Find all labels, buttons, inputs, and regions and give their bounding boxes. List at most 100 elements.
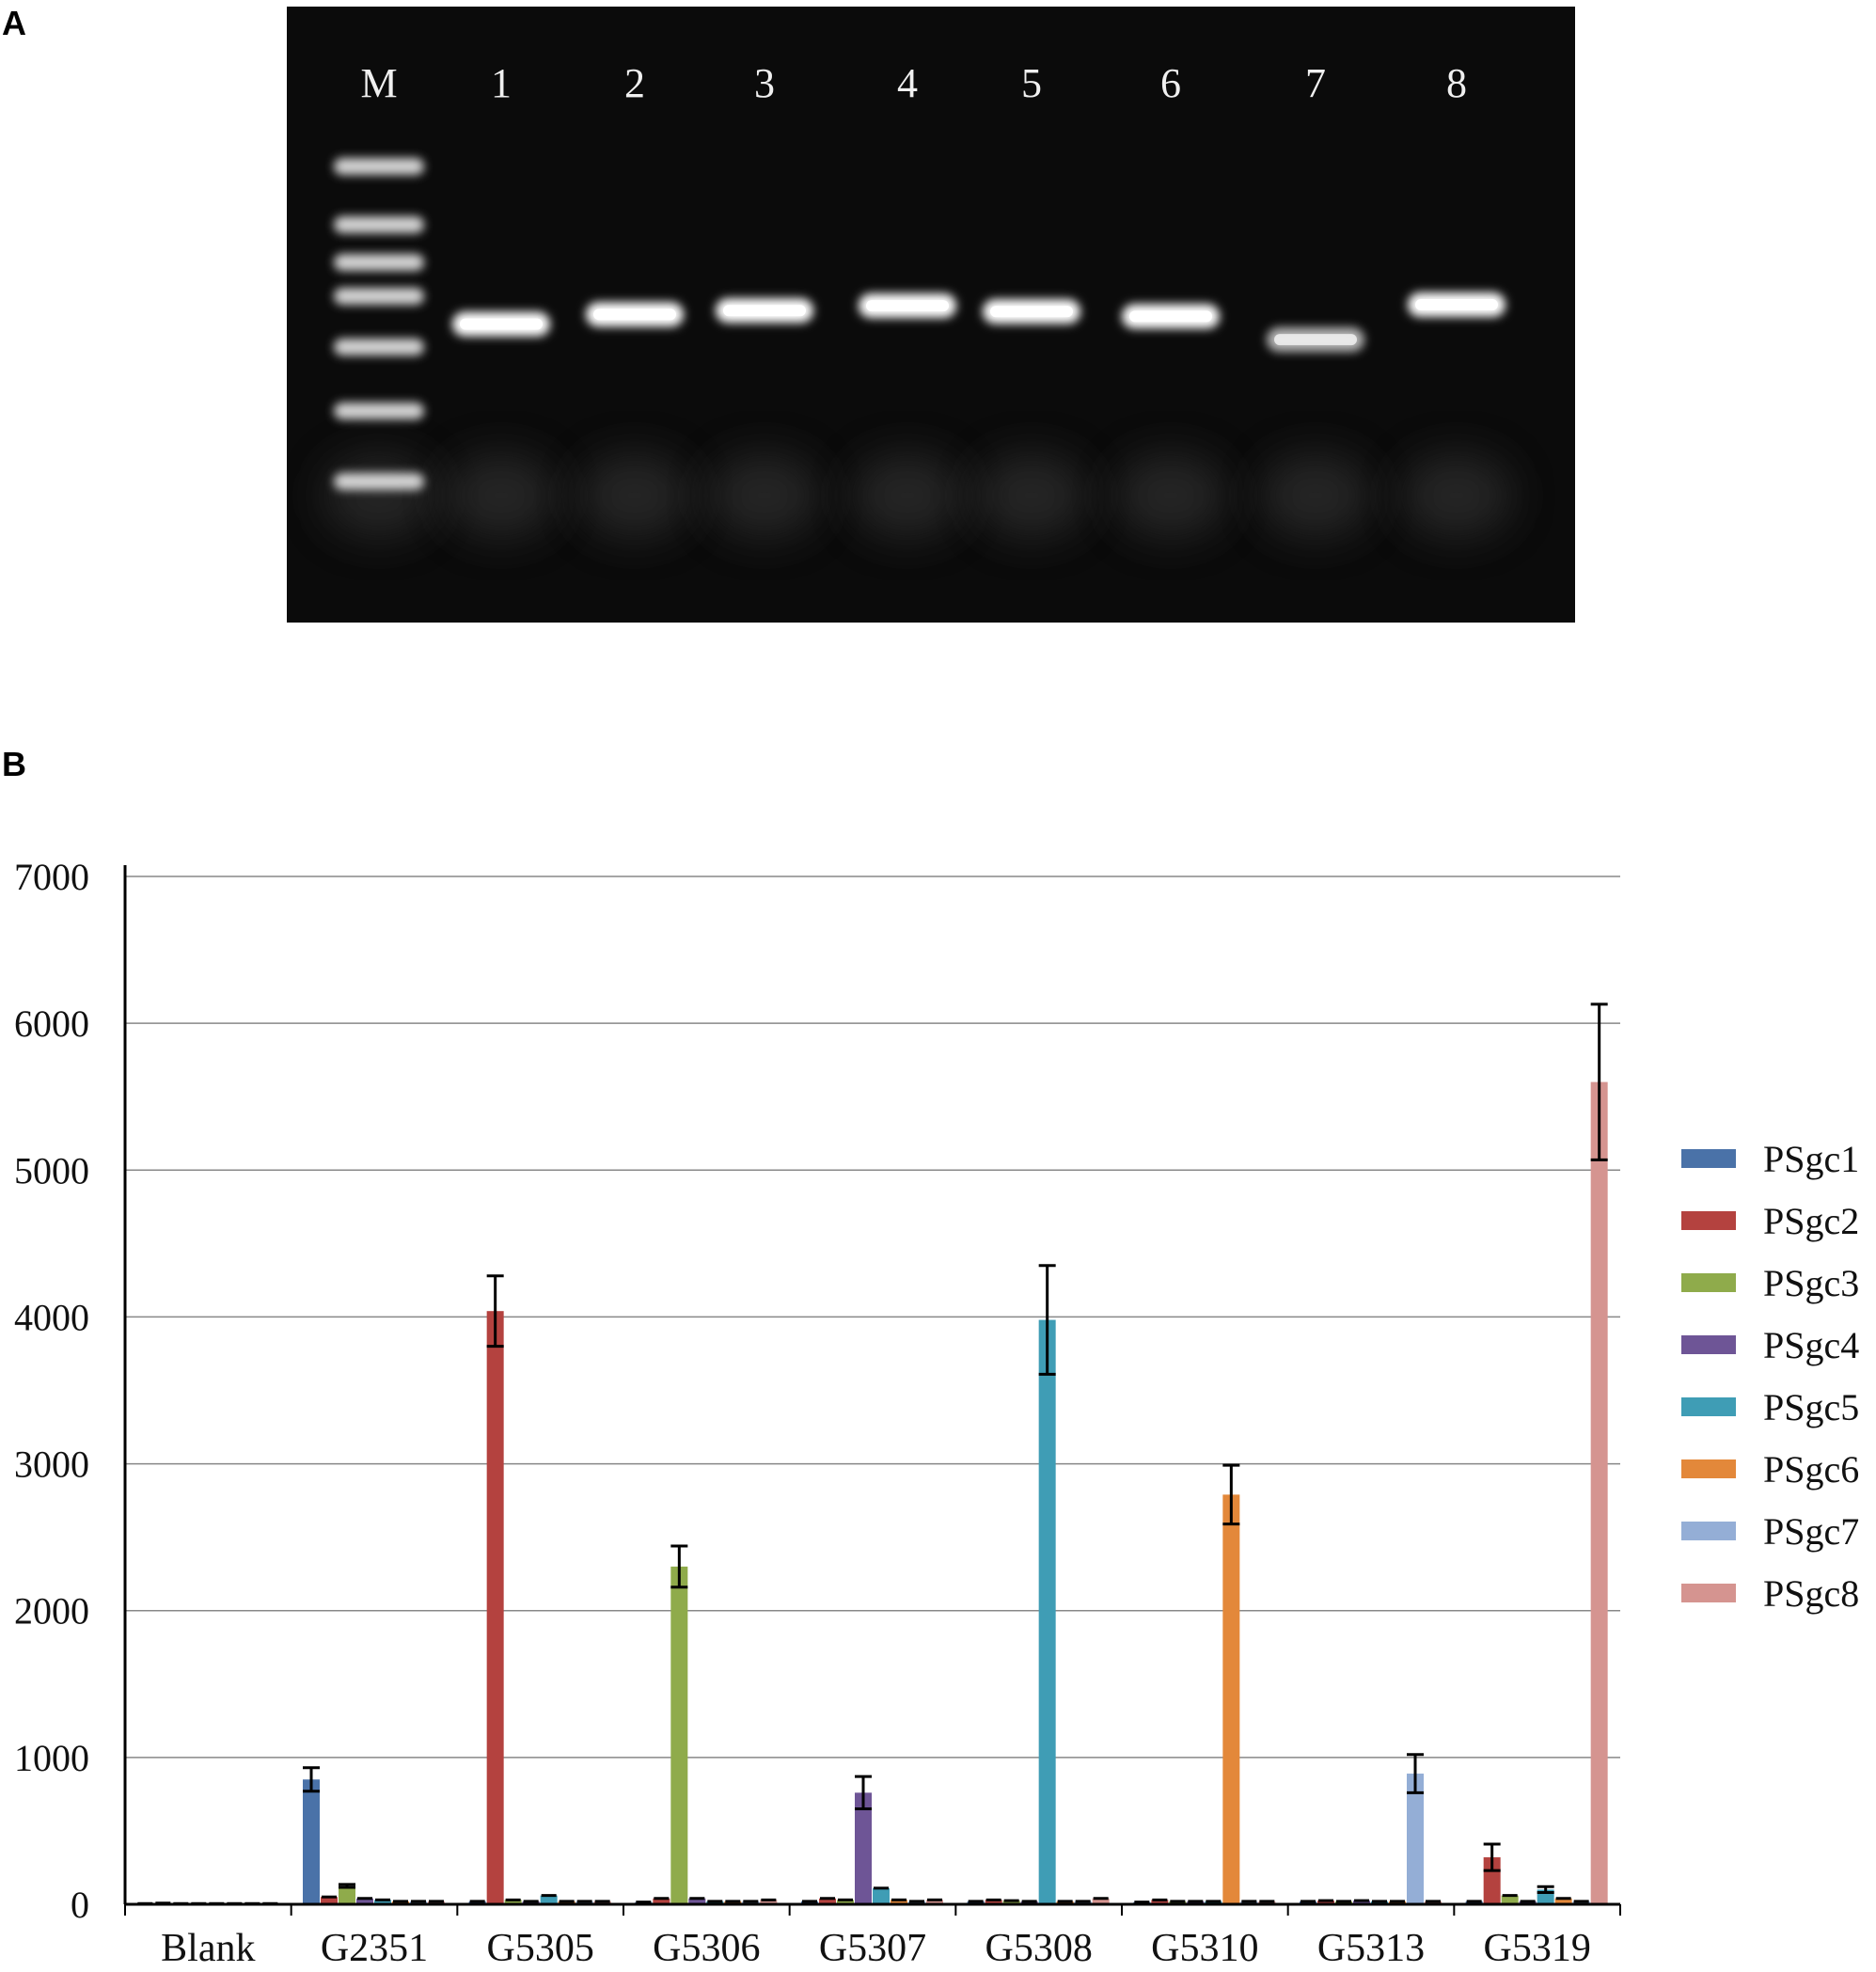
bar [967, 1901, 985, 1904]
bar [486, 1311, 504, 1904]
y-tick-label: 6000 [14, 1002, 89, 1045]
bar [688, 1898, 706, 1904]
x-tick-label: G5306 [653, 1927, 760, 1970]
bar [1371, 1901, 1388, 1904]
legend-label: PSgc5 [1763, 1386, 1859, 1428]
bar [1258, 1901, 1276, 1904]
gel-smear [578, 453, 691, 538]
y-tick-label: 4000 [14, 1296, 89, 1338]
gel-ladder-band [334, 254, 424, 271]
bar [1222, 1494, 1240, 1904]
y-tick-label: 7000 [14, 856, 89, 898]
gel-smear [1114, 453, 1227, 538]
chart-axes: 0 1000 2000 3000 4000 5000 6000 7000 Blank G2351 G… [14, 856, 1621, 1970]
legend-label: PSgc2 [1763, 1200, 1859, 1242]
y-tick-label: 2000 [14, 1590, 89, 1633]
chart-grid [125, 876, 1620, 1759]
bar [724, 1901, 742, 1904]
bar [1501, 1895, 1519, 1904]
gel-lane-label: 1 [491, 60, 512, 106]
legend-swatch [1681, 1273, 1736, 1292]
bar [1407, 1774, 1424, 1904]
bar [742, 1901, 760, 1904]
gel-ladder-band [334, 216, 424, 233]
x-tick-label: G5313 [1317, 1927, 1425, 1970]
bar [819, 1898, 836, 1904]
bar [1554, 1898, 1572, 1904]
gel-lane-label: 5 [1021, 60, 1042, 106]
bar [1483, 1857, 1501, 1904]
bar [593, 1901, 611, 1904]
gel-smear [1259, 453, 1372, 538]
panel-b-label: B [2, 745, 26, 783]
chart-legend: PSgc1 PSgc2 PSgc3 PSgc4 PSgc5 PSgc6 PSgc7 PSgc8 [1681, 1138, 1859, 1615]
bar [540, 1895, 558, 1904]
gel-ladder-band [334, 402, 424, 419]
legend-swatch [1681, 1584, 1736, 1602]
bar [339, 1885, 355, 1904]
legend-swatch [1681, 1397, 1736, 1416]
bar [1002, 1901, 1020, 1904]
x-tick-label: Blank [161, 1927, 255, 1970]
gel-smear [851, 453, 964, 538]
bar-chart: 0 1000 2000 3000 4000 5000 6000 7000 Blank G2351 G… [14, 856, 1859, 1970]
gel-smear [975, 453, 1088, 538]
bar [392, 1901, 409, 1904]
bar [1465, 1901, 1483, 1904]
bar [873, 1887, 890, 1904]
bar [356, 1898, 373, 1904]
bar [706, 1901, 724, 1904]
y-tick-label: 0 [71, 1884, 89, 1926]
bar [1020, 1901, 1038, 1904]
bar [1187, 1901, 1205, 1904]
gel-lane-label: 8 [1446, 60, 1467, 106]
bar [504, 1900, 522, 1904]
bar [1335, 1901, 1352, 1904]
bar [760, 1900, 778, 1904]
legend-swatch [1681, 1459, 1736, 1478]
gel-ladder-band [334, 288, 424, 305]
legend-swatch [1681, 1149, 1736, 1168]
gel-ladder-band [334, 339, 424, 355]
y-tick-label: 3000 [14, 1444, 89, 1486]
bar [1240, 1901, 1258, 1904]
x-tick-label: G2351 [321, 1927, 428, 1970]
legend-label: PSgc6 [1763, 1448, 1859, 1491]
bar [468, 1901, 486, 1904]
y-tick-label: 1000 [14, 1737, 89, 1779]
y-tick-label: 5000 [14, 1149, 89, 1191]
bar [1519, 1901, 1537, 1904]
legend-label: PSgc8 [1763, 1572, 1859, 1615]
gel-sample-band-core [1415, 299, 1498, 311]
bar [1205, 1901, 1222, 1904]
bar [321, 1897, 338, 1904]
gel-smear [445, 453, 558, 538]
bar [374, 1900, 391, 1904]
bar [837, 1900, 854, 1904]
bar [670, 1566, 688, 1904]
bar [1317, 1901, 1334, 1904]
bar [891, 1900, 907, 1904]
legend-label: PSgc7 [1763, 1510, 1859, 1553]
bar [1151, 1900, 1169, 1904]
bar [1572, 1901, 1590, 1904]
gel-lane-label: 6 [1160, 60, 1181, 106]
bar [558, 1901, 575, 1904]
x-tick-label: G5319 [1483, 1927, 1590, 1970]
gel-sample-band-core [1129, 310, 1212, 323]
gel-ladder-band [334, 158, 424, 175]
x-tick-label: G5308 [985, 1927, 1092, 1970]
gel-sample-band-core [1274, 334, 1357, 346]
bar [985, 1900, 1002, 1904]
gel-sample-band-core [866, 300, 949, 312]
x-tick-label: G5307 [819, 1927, 926, 1970]
x-tick-label: G5305 [486, 1927, 593, 1970]
bar [1056, 1901, 1074, 1904]
bar [855, 1792, 872, 1904]
bar [1092, 1898, 1110, 1904]
gel-sample-band-core [723, 305, 806, 317]
bar [410, 1901, 427, 1904]
bar [1169, 1901, 1187, 1904]
bar [801, 1901, 818, 1904]
bar [522, 1901, 540, 1904]
